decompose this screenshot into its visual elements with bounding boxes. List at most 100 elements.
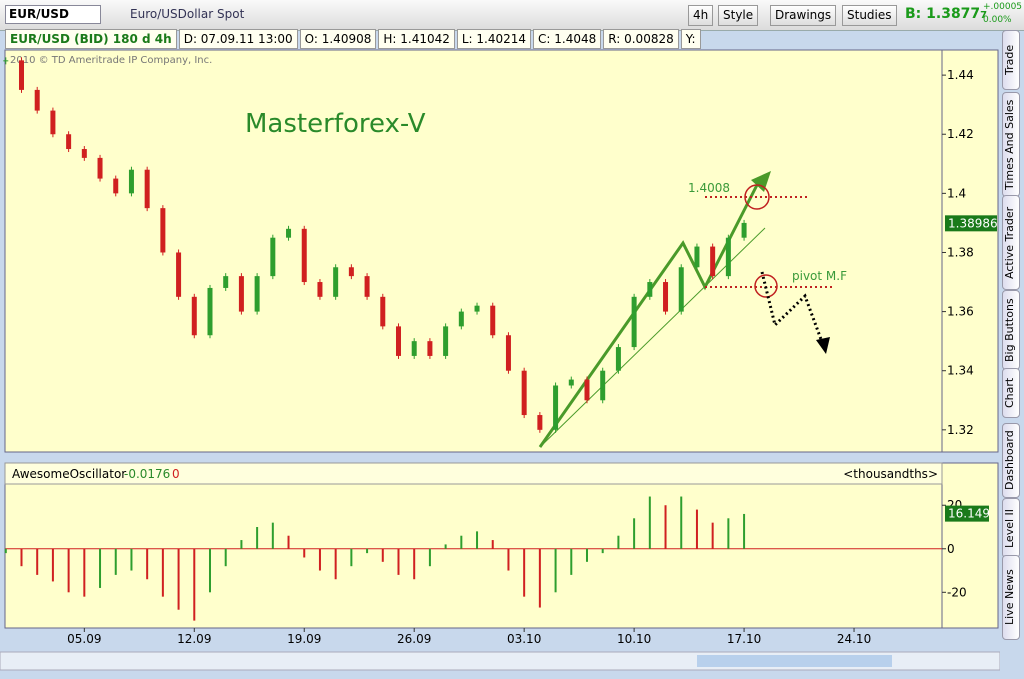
info-field: EUR/USD (BID) 180 d 4h (5, 29, 177, 49)
osc-bar (507, 548, 510, 571)
bid: B: 1.38777 (905, 6, 987, 22)
candle (18, 60, 24, 90)
osc-bar (256, 527, 259, 549)
candle (647, 282, 653, 297)
candle (663, 282, 669, 312)
osc-bar (648, 496, 651, 549)
x-tick-label: 17.10 (727, 632, 761, 646)
osc-bar (224, 548, 227, 567)
arrow-head (751, 171, 771, 192)
x-tick-label: 12.09 (177, 632, 211, 646)
candle (537, 415, 543, 430)
last-value: 16.149 (948, 507, 990, 521)
y-tick-label: 1.4 (947, 186, 966, 200)
info-bar: EUR/USD (BID) 180 d 4h D: 07.09.11 13:00 O… (5, 29, 703, 49)
info-field: D: 07.09.11 13:00 (178, 29, 298, 49)
osc-bar (83, 548, 86, 597)
candle (34, 89, 40, 111)
scroll-thumb[interactable] (697, 655, 892, 667)
candle (631, 296, 637, 348)
drawings-button[interactable]: Drawings (770, 5, 837, 26)
candle (521, 370, 527, 416)
osc-bar (287, 535, 290, 549)
description: Euro/USDollar Spot (130, 7, 245, 21)
osc-bar (460, 535, 463, 549)
osc-bar (570, 548, 573, 575)
osc-bar (523, 548, 526, 597)
side-tab: Chart (1002, 368, 1020, 418)
side-tab: Active Trader (1002, 195, 1020, 290)
x-tick-label: 24.10 (837, 632, 871, 646)
osc-value: -0.0176 (124, 467, 170, 481)
studies-button[interactable]: Studies (842, 5, 897, 26)
candle (3, 60, 9, 62)
candle (505, 335, 511, 371)
candle (301, 228, 307, 283)
candle (741, 222, 747, 238)
osc-bar (161, 548, 164, 597)
last-price: 1.38986 (948, 216, 998, 230)
candle (458, 311, 464, 327)
y-tick-label: 1.44 (947, 68, 974, 82)
candle (364, 276, 370, 297)
candle (380, 296, 386, 327)
candle (615, 347, 621, 371)
osc-bar (193, 548, 196, 621)
osc-header (4, 462, 943, 485)
osc-name: AwesomeOscillator (12, 467, 126, 481)
candle (443, 326, 449, 356)
osc-bar (491, 540, 494, 549)
osc-bar (4, 548, 7, 554)
candle (553, 385, 559, 430)
candle (113, 178, 119, 194)
osc-bar (350, 548, 353, 567)
style-button[interactable]: Style (718, 5, 759, 26)
osc-bar (743, 513, 746, 549)
candle (144, 169, 150, 209)
candle (584, 379, 590, 401)
candle (694, 246, 700, 268)
candle (191, 296, 197, 336)
osc-bar (130, 548, 133, 571)
osc-bar (114, 548, 117, 575)
osc-bar (633, 518, 636, 549)
info-field: R: 0.00828 (603, 29, 679, 49)
candle (568, 379, 574, 386)
info-field: C: 1.4048 (533, 29, 602, 49)
x-tick-label: 05.09 (67, 632, 101, 646)
osc-bar (366, 548, 369, 554)
osc-bar (664, 505, 667, 549)
osc-bar (617, 535, 620, 549)
osc-bar (711, 522, 714, 549)
osc-bar (381, 548, 384, 562)
aggregation[interactable]: 4h (688, 5, 714, 26)
candle (411, 341, 417, 356)
osc-bar (177, 548, 180, 610)
symbol-box[interactable]: EUR/USD (5, 5, 101, 24)
candle (160, 208, 166, 253)
osc-axis (941, 462, 999, 629)
y-tick-label: 1.42 (947, 127, 974, 141)
osc-bar (146, 548, 149, 580)
y-tick-label: 0 (947, 542, 955, 556)
last-price-tag (945, 215, 997, 232)
last-value-tag (945, 505, 989, 522)
channel-line (538, 184, 759, 448)
watermark: 2010 © TD Ameritrade IP Company, Inc. (10, 55, 212, 66)
osc-bar (727, 518, 730, 549)
osc-bar (397, 548, 400, 575)
osc-bar (303, 548, 306, 558)
info-field: L: 1.40214 (456, 29, 532, 49)
candle (50, 110, 56, 135)
osc-plot (4, 462, 943, 629)
x-tick-label: 26.09 (397, 632, 431, 646)
candle (207, 287, 213, 336)
candle (333, 267, 339, 297)
osc-bar (51, 548, 54, 582)
osc-bar (208, 548, 211, 593)
change-percent: 0.00% (983, 15, 1012, 25)
price-plot (4, 49, 943, 453)
osc-bar (601, 548, 604, 554)
bid-price: B: 1.3877 (905, 6, 981, 22)
